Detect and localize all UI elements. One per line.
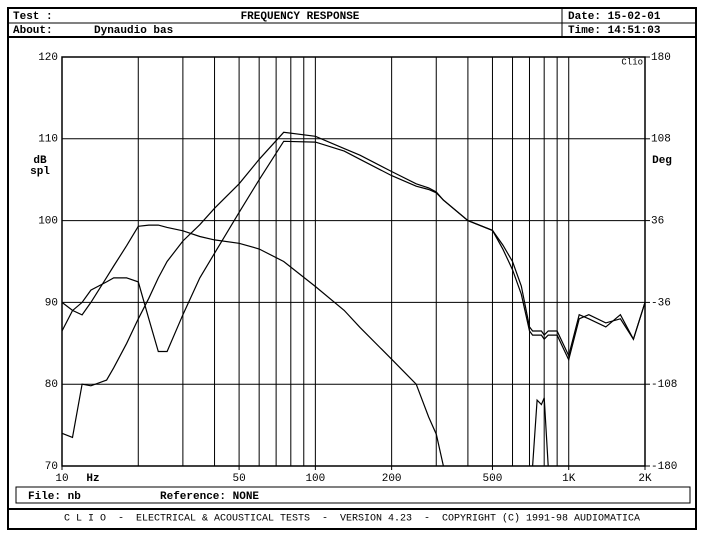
y2-tick-label: 108	[651, 134, 671, 146]
outer-border	[7, 7, 697, 530]
banner: C L I O - ELECTRICAL & ACOUSTICAL TESTS …	[64, 513, 640, 525]
plot: 70 80 90 100 110 120 -180 -108 -36 36 108 180 10 50 10…	[38, 52, 677, 485]
plot-frame	[61, 56, 646, 467]
y2-label: Deg	[652, 155, 672, 167]
date: Date: 15-02-01	[568, 11, 661, 23]
x-label: Hz	[86, 473, 99, 485]
chart-title: FREQUENCY RESPONSE	[241, 11, 360, 23]
y2-tick-label: -180	[651, 461, 677, 473]
x-tick-label: 500	[483, 473, 503, 485]
x-tick-label: 200	[382, 473, 402, 485]
y-label: spl	[30, 166, 50, 178]
y-tick-label: 70	[45, 461, 58, 473]
y2-tick-label: -108	[651, 379, 677, 391]
y2-tick-label: 180	[651, 52, 671, 64]
about-label: About:	[13, 25, 53, 37]
about: Dynaudio bas	[94, 25, 173, 37]
series-line	[61, 140, 646, 362]
time: Time: 14:51:03	[568, 25, 661, 37]
y2-tick-label: -36	[651, 297, 671, 309]
footer-box	[15, 486, 691, 504]
test-label: Test :	[13, 11, 53, 23]
x-tick-label: 50	[232, 473, 245, 485]
y-tick-label: 90	[45, 297, 58, 309]
reference: Reference: NONE	[160, 491, 259, 503]
y-label: dB	[33, 155, 47, 167]
y2-tick-label: 36	[651, 216, 664, 228]
corner-label: Clio	[621, 57, 643, 67]
y-tick-label: 80	[45, 379, 58, 391]
series-line	[61, 224, 549, 467]
x-tick-label: 1K	[562, 473, 576, 485]
x-tick-label: 10	[55, 473, 68, 485]
y-tick-label: 100	[38, 216, 58, 228]
file: File: nb	[28, 491, 81, 503]
series-line	[61, 131, 646, 439]
x-tick-label: 100	[305, 473, 325, 485]
y-tick-label: 110	[38, 134, 58, 146]
x-tick-label: 2K	[638, 473, 652, 485]
y-tick-label: 120	[38, 52, 58, 64]
